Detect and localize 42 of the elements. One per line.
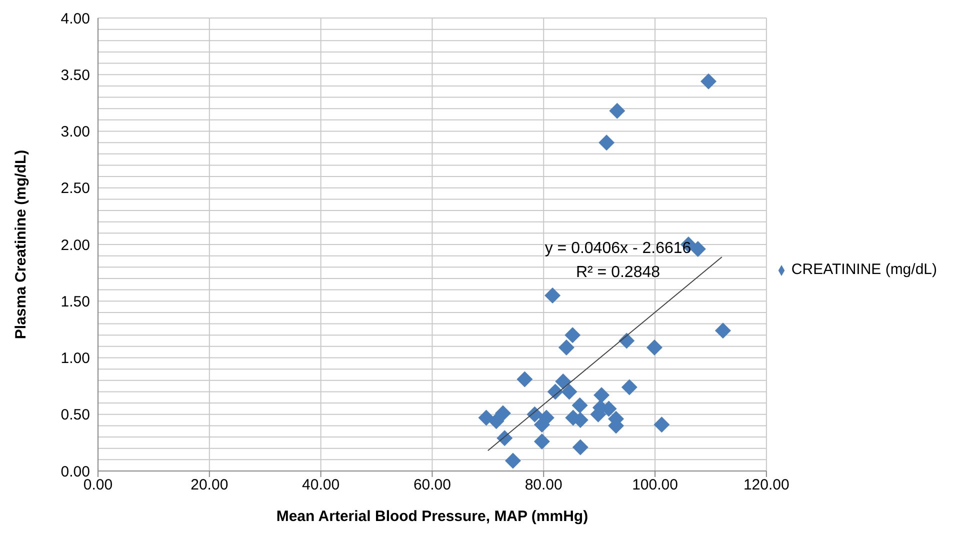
point — [488, 413, 504, 430]
point — [561, 384, 578, 400]
legend-label: CREATININE (mg/dL) — [791, 261, 937, 278]
x-tick-label: 60.00 — [413, 476, 451, 494]
point — [572, 397, 588, 414]
point — [594, 387, 610, 404]
point — [534, 434, 550, 450]
x-tick-label: 20.00 — [190, 476, 228, 494]
point — [618, 332, 635, 349]
y-tick-label: 2.50 — [60, 180, 90, 198]
y-tick-label: 3.00 — [60, 124, 90, 141]
point — [646, 340, 662, 356]
point — [516, 371, 533, 388]
point — [654, 416, 670, 433]
y-tick-label: 4.00 — [60, 10, 90, 28]
point — [558, 340, 574, 356]
point — [555, 374, 572, 390]
point — [564, 327, 581, 344]
y-axis-title: Plasma Creatinine (mg/dL) — [12, 150, 30, 340]
point — [544, 287, 561, 304]
point — [609, 102, 626, 119]
x-tick-label: 100.00 — [632, 476, 678, 494]
point — [496, 430, 513, 446]
annotation: y = 0.0406x - 2.6616 — [544, 240, 692, 258]
point — [494, 405, 511, 422]
point — [572, 439, 588, 456]
y-tick-label: 2.00 — [60, 236, 90, 254]
y-tick-label: 0.50 — [60, 406, 90, 424]
point — [690, 241, 706, 258]
point — [714, 322, 731, 339]
point — [700, 73, 716, 90]
y-tick-label: 1.50 — [60, 293, 90, 310]
point — [504, 452, 521, 469]
point — [598, 134, 615, 151]
point — [621, 379, 638, 396]
x-tick-label: 40.00 — [302, 476, 340, 494]
x-axis-title: Mean Arterial Blood Pressure, MAP (mmHg) — [276, 508, 588, 525]
x-tick-label: 120.00 — [743, 476, 790, 494]
y-tick-label: 1.00 — [60, 350, 90, 368]
y-tick-label: 3.50 — [60, 66, 90, 84]
x-tick-label: 80.00 — [524, 476, 562, 494]
annotation: R² = 0.2848 — [574, 264, 662, 282]
